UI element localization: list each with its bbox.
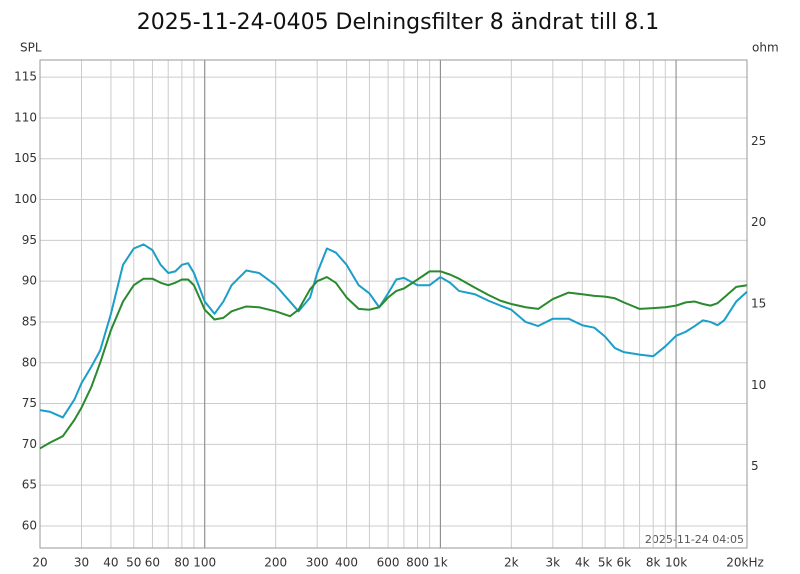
series-line (39, 270, 748, 450)
x-tick-label: 50 (126, 556, 141, 570)
y-tick-label: 60 (22, 518, 37, 532)
y-tick-label: 115 (14, 70, 37, 84)
x-tick-label: 20kHz (726, 556, 764, 570)
x-tick-label: 200 (264, 556, 287, 570)
y-tick-label: 85 (22, 314, 37, 328)
y-tick-label: 65 (22, 478, 37, 492)
x-tick-label: 6k (616, 556, 631, 570)
x-tick-label: 100 (193, 556, 216, 570)
y-tick-label: 100 (14, 192, 37, 206)
timestamp: 2025-11-24 04:05 (645, 533, 744, 546)
y-tick-label: 110 (14, 110, 37, 124)
y-tick-label: 95 (22, 233, 37, 247)
x-tick-label: 3k (546, 556, 561, 570)
x-tick-label: 30 (74, 556, 89, 570)
x-tick-label: 4k (575, 556, 590, 570)
y-tick-label: 90 (22, 274, 37, 288)
x-tick-label: 600 (377, 556, 400, 570)
x-tick-label: 80 (174, 556, 189, 570)
x-tick-label: 1k (433, 556, 448, 570)
y-tick-label: 105 (14, 151, 37, 165)
x-tick-label: 800 (406, 556, 429, 570)
y2-tick-label: 15 (751, 297, 766, 311)
x-tick-label: 300 (306, 556, 329, 570)
series-line (39, 243, 748, 419)
y-tick-label: 80 (22, 355, 37, 369)
y2-tick-label: 25 (751, 134, 766, 148)
y-tick-label: 75 (22, 396, 37, 410)
plot-frame (39, 59, 748, 549)
y-tick-label: 70 (22, 437, 37, 451)
x-tick-label: 60 (145, 556, 160, 570)
x-tick-label: 400 (335, 556, 358, 570)
y-axis-label: SPL (20, 41, 42, 55)
x-tick-label: 8k (646, 556, 661, 570)
x-tick-label: 5k (598, 556, 613, 570)
y2-axis-label: ohm (752, 41, 779, 55)
x-tick-label: 40 (103, 556, 118, 570)
x-tick-label: 2k (504, 556, 519, 570)
y2-tick-label: 20 (751, 215, 766, 229)
x-tick-label: 10k (665, 556, 687, 570)
y2-tick-label: 10 (751, 378, 766, 392)
x-tick-label: 20 (32, 556, 47, 570)
y2-tick-label: 5 (751, 459, 759, 473)
chart-title: 2025-11-24-0405 Delningsfilter 8 ändrat … (137, 10, 659, 35)
